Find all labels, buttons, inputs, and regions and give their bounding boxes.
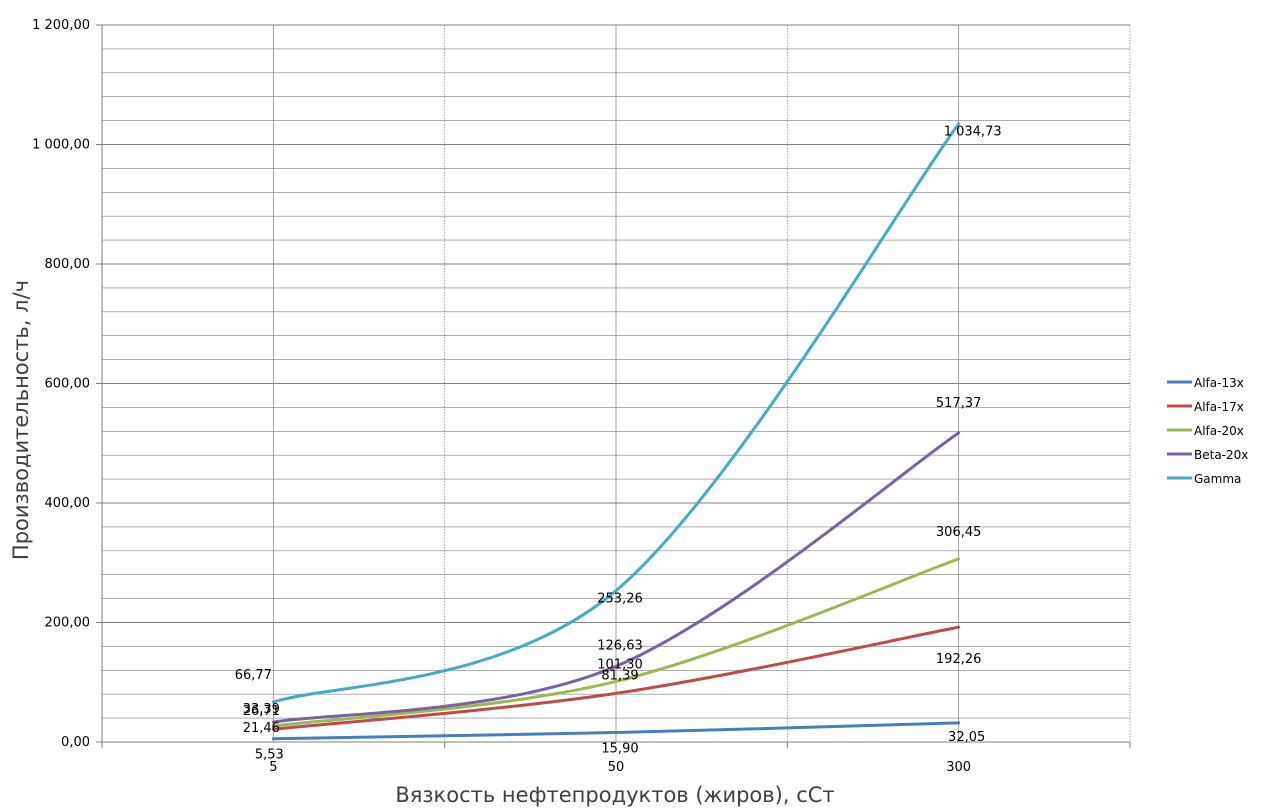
data-label-alfa-20x: 306,45 [936,525,982,540]
data-label-alfa-20x: 26,71 [243,704,280,719]
data-label-alfa-20x: 101,30 [597,657,643,672]
grid [96,24,1131,743]
data-label-alfa-17x: 21,46 [243,721,280,736]
y-tick-label: 1 200,00 [32,18,90,33]
series-line-beta-20x [271,431,961,724]
x-tick-label: 5 [269,760,277,775]
data-label-beta-20x: 517,37 [936,396,982,411]
data-label-beta-20x: 33,39 [243,702,280,717]
legend: Alfa-13x Alfa-17x Alfa-20x Beta-20x Gamma [1167,376,1248,486]
data-label-gamma: 66,77 [235,668,272,683]
y-tick-label: 400,00 [45,496,91,511]
y-tick-label: 1 000,00 [32,138,90,153]
legend-label-beta-20x: Beta-20x [1194,448,1248,462]
data-label-alfa-13x: 5,53 [255,748,284,763]
data-labels: 5,53 15,90 32,05 21,46 81,39 192,26 26,71 101,3… [235,125,1002,763]
y-tick-label: 800,00 [45,257,91,272]
y-axis-title: Производительность, л/ч [9,280,33,560]
series-line-gamma [271,122,961,704]
y-tick-label: 0,00 [61,735,90,750]
data-label-alfa-17x: 192,26 [936,652,982,667]
data-label-gamma: 1 034,73 [944,125,1002,140]
data-label-alfa-13x: 32,05 [948,730,985,745]
y-tick-label: 200,00 [45,616,91,631]
x-tick-label: 300 [946,760,971,775]
legend-label-alfa-17x: Alfa-17x [1194,400,1244,414]
y-tick-label: 600,00 [45,377,91,392]
axes: 0,00 200,00 400,00 600,00 800,00 1 000,00 1 20… [32,18,1131,775]
data-label-beta-20x: 126,63 [597,638,643,653]
data-label-alfa-17x: 81,39 [601,668,638,683]
x-axis-title: Вязкость нефтепродуктов (жиров), сСт [395,783,834,807]
x-tick-label: 50 [608,760,625,775]
series-line-alfa-20x [271,557,961,728]
series-line-alfa-17x [271,625,961,731]
legend-label-alfa-20x: Alfa-20x [1194,424,1244,438]
legend-label-gamma: Gamma [1194,472,1241,486]
data-label-alfa-13x: 15,90 [601,741,638,756]
series-line-alfa-13x [271,721,961,741]
legend-label-alfa-13x: Alfa-13x [1194,376,1244,390]
series-lines [271,122,961,741]
data-label-gamma: 253,26 [597,592,643,607]
